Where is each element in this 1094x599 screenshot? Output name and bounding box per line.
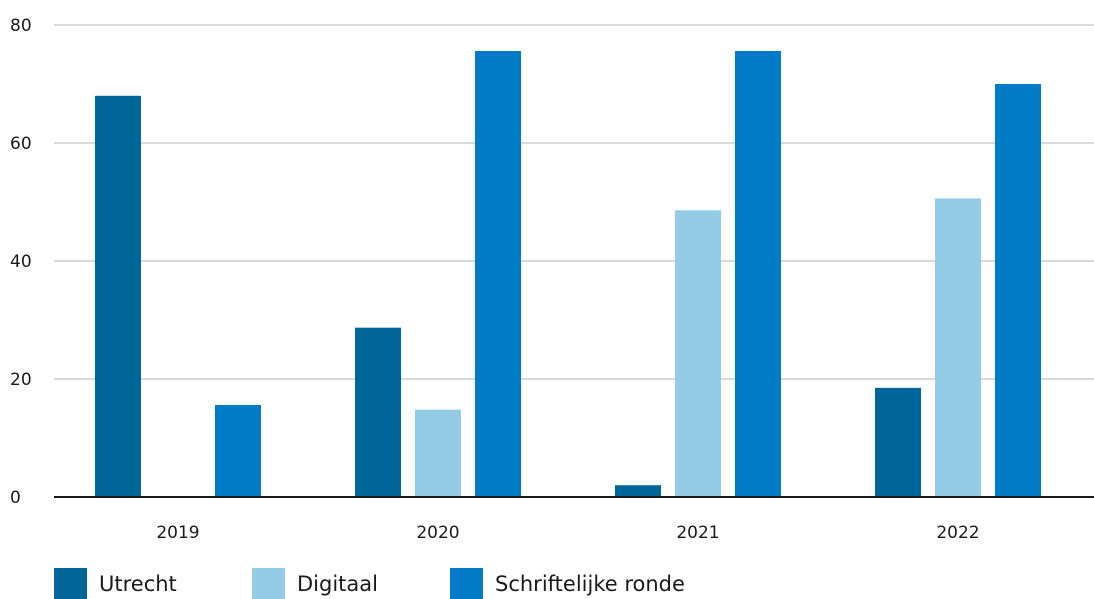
bars <box>95 50 1041 498</box>
y-axis-ticks: 0 20 40 60 80 <box>10 16 32 508</box>
x-tick-label: 2022 <box>936 523 979 543</box>
x-tick-label: 2021 <box>676 523 719 543</box>
gridlines <box>54 24 1094 380</box>
y-tick-label: 20 <box>10 370 32 390</box>
legend-swatch-utrecht <box>54 568 87 599</box>
bar-digitaal-2022 <box>935 198 981 497</box>
bar-utrecht-2020 <box>355 327 401 497</box>
bar-schriftelijke-ronde-2021 <box>735 50 781 498</box>
x-tick-label: 2019 <box>156 523 199 543</box>
x-tick-label: 2020 <box>416 523 459 543</box>
legend: Utrecht Digitaal Schriftelijke ronde <box>54 568 733 599</box>
y-tick-label: 60 <box>10 134 32 154</box>
legend-swatch-schriftelijke-ronde <box>450 568 483 599</box>
legend-item-schriftelijke-ronde: Schriftelijke ronde <box>450 568 685 599</box>
legend-label: Utrecht <box>99 571 177 596</box>
legend-swatch-digitaal <box>252 568 285 599</box>
bar-schriftelijke-ronde-2019 <box>215 404 261 497</box>
bar-schriftelijke-ronde-2020 <box>475 50 521 498</box>
y-tick-label: 40 <box>10 252 32 272</box>
bar-digitaal-2021 <box>675 210 721 497</box>
legend-label: Digitaal <box>297 571 378 596</box>
y-tick-label: 80 <box>10 16 32 36</box>
bar-digitaal-2020 <box>415 409 461 497</box>
legend-item-digitaal: Digitaal <box>252 568 402 599</box>
legend-label: Schriftelijke ronde <box>495 571 685 596</box>
legend-item-utrecht: Utrecht <box>54 568 204 599</box>
bar-utrecht-2019 <box>95 95 141 498</box>
bar-schriftelijke-ronde-2022 <box>995 84 1041 497</box>
bar-utrecht-2022 <box>875 387 921 497</box>
bar-utrecht-2021 <box>615 485 661 497</box>
x-axis-ticks: 2019 2020 2021 2022 <box>156 523 979 543</box>
y-tick-label: 0 <box>10 488 21 508</box>
bar-chart: 0 20 40 60 80 2019 2020 2021 2022 <box>10 16 1094 543</box>
